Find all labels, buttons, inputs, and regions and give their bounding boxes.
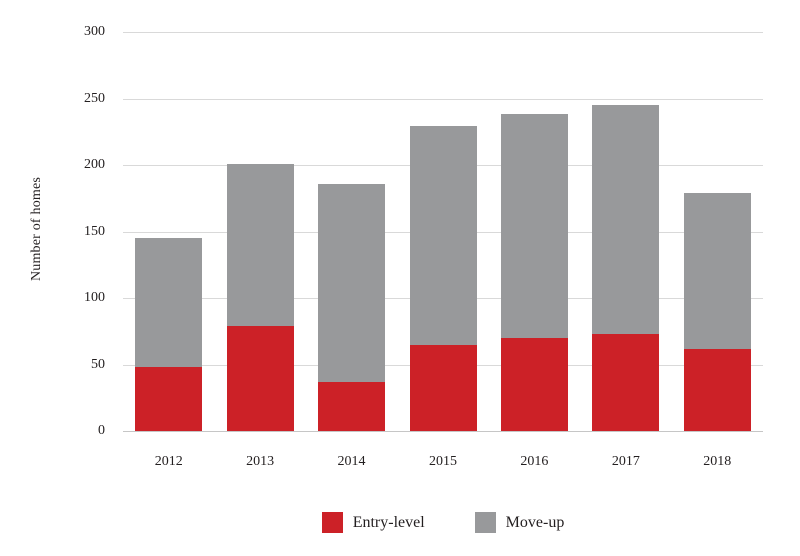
gridline-300: [123, 32, 763, 33]
bar-2016-entry-level-segment: [500, 337, 568, 431]
y-tick-label-0: 0: [98, 423, 105, 438]
x-tick-label-2016: 2016: [520, 454, 549, 469]
bar-2012-move-up-segment: [135, 238, 203, 368]
bar-2016-move-up-segment: [500, 114, 568, 338]
y-tick-label-300: 300: [84, 24, 105, 39]
move-up-swatch: [474, 512, 496, 533]
y-tick-label-150: 150: [84, 223, 105, 239]
legend-label-entry-level: Entry-level: [352, 514, 425, 531]
bar-2018: [683, 192, 751, 431]
y-tick-label-200: 200: [84, 157, 105, 172]
bar-2014: [318, 183, 386, 431]
bar-2017-entry-level-segment: [592, 333, 660, 431]
bar-2015-move-up-segment: [409, 126, 477, 345]
bar-2015-entry-level-segment: [409, 344, 477, 431]
legend-item-move-up: Move-up: [474, 512, 565, 533]
bar-2013-move-up-segment: [226, 163, 294, 326]
legend-item-entry-level: Entry-level: [321, 512, 425, 533]
bar-2013-entry-level-segment: [226, 325, 294, 431]
bar-2017: [592, 105, 660, 431]
gridline-0: [123, 431, 763, 432]
plot-area: [123, 32, 763, 432]
x-tick-label-2017: 2017: [611, 454, 640, 469]
y-axis-title: Number of homes: [29, 176, 44, 282]
legend: Entry-level Move-up: [123, 512, 763, 533]
bar-2016: [500, 114, 568, 431]
bar-2014-entry-level-segment: [318, 381, 386, 431]
bar-2012-entry-level-segment: [135, 367, 203, 431]
y-tick-label-50: 50: [91, 356, 105, 372]
y-tick-label-250: 250: [84, 90, 105, 106]
bar-2013: [226, 163, 294, 431]
bar-2018-entry-level-segment: [683, 348, 751, 431]
legend-label-move-up: Move-up: [505, 514, 565, 531]
x-tick-label-2015: 2015: [428, 454, 457, 469]
bar-2017-move-up-segment: [592, 105, 660, 334]
x-tick-label-2018: 2018: [703, 454, 732, 469]
entry-level-swatch: [321, 512, 343, 533]
x-tick-label-2013: 2013: [246, 454, 275, 469]
y-tick-label-100: 100: [84, 290, 105, 305]
bar-2012: [135, 238, 203, 431]
x-tick-label-2014: 2014: [337, 454, 366, 469]
bar-2015: [409, 126, 477, 431]
bar-2018-move-up-segment: [683, 192, 751, 349]
x-tick-label-2012: 2012: [154, 454, 183, 469]
bar-2014-move-up-segment: [318, 183, 386, 382]
gridline-250: [123, 98, 763, 100]
